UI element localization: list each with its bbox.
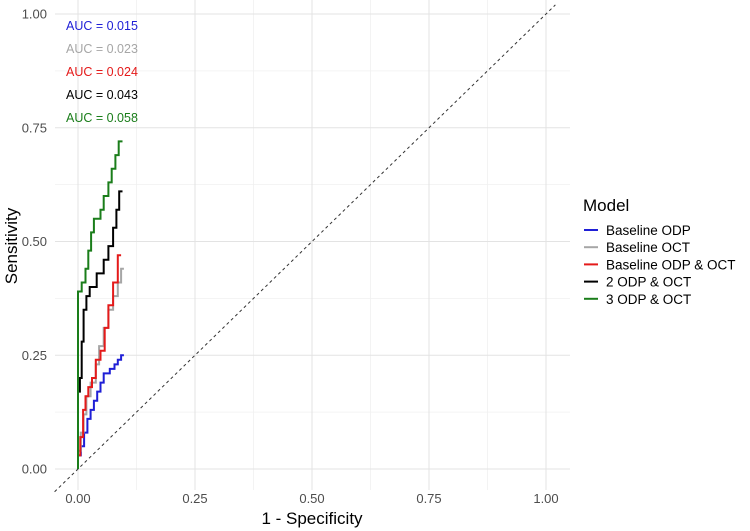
auc-label: AUC = 0.023: [66, 42, 138, 56]
y-tick-label: 0.75: [22, 120, 47, 135]
y-tick-label: 0.00: [22, 462, 47, 477]
major-gridlines: [55, 0, 570, 490]
y-tick-label: 1.00: [22, 7, 47, 22]
x-tick-label: 0.00: [65, 491, 90, 506]
x-tick-label: 0.50: [299, 491, 324, 506]
auc-annotations: AUC = 0.015 AUC = 0.023 AUC = 0.024 AUC = 0…: [66, 19, 138, 125]
roc-curve-1: [77, 354, 124, 469]
reference-diagonal-line: [54, 4, 556, 493]
auc-label: AUC = 0.058: [66, 111, 138, 125]
legend-label: Baseline ODP & OCT: [606, 257, 736, 272]
roc-curves: [77, 140, 124, 469]
legend: Model Baseline ODP Baseline OCT Baseline O…: [583, 196, 736, 307]
x-axis-title: 1 - Specificity: [261, 509, 363, 528]
roc-curve-5: [77, 140, 123, 469]
x-axis-tick-labels: 0.00 0.25 0.50 0.75 1.00: [65, 491, 558, 506]
auc-label: AUC = 0.024: [66, 65, 138, 79]
y-axis-tick-labels: 0.00 0.25 0.50 0.75 1.00: [22, 7, 47, 477]
legend-label: Baseline OCT: [606, 240, 690, 255]
y-axis-title: Sensitivity: [2, 207, 21, 284]
x-tick-label: 0.75: [416, 491, 441, 506]
legend-label: Baseline ODP: [606, 223, 691, 238]
roc-curve-3: [77, 254, 122, 469]
legend-label: 2 ODP & OCT: [606, 275, 691, 290]
legend-title: Model: [583, 196, 629, 215]
legend-label: 3 ODP & OCT: [606, 292, 691, 307]
x-tick-label: 0.25: [182, 491, 207, 506]
x-tick-label: 1.00: [533, 491, 558, 506]
y-tick-label: 0.50: [22, 234, 47, 249]
roc-curve-4: [77, 190, 123, 469]
y-tick-label: 0.25: [22, 348, 47, 363]
auc-label: AUC = 0.043: [66, 88, 138, 102]
auc-label: AUC = 0.015: [66, 19, 138, 33]
